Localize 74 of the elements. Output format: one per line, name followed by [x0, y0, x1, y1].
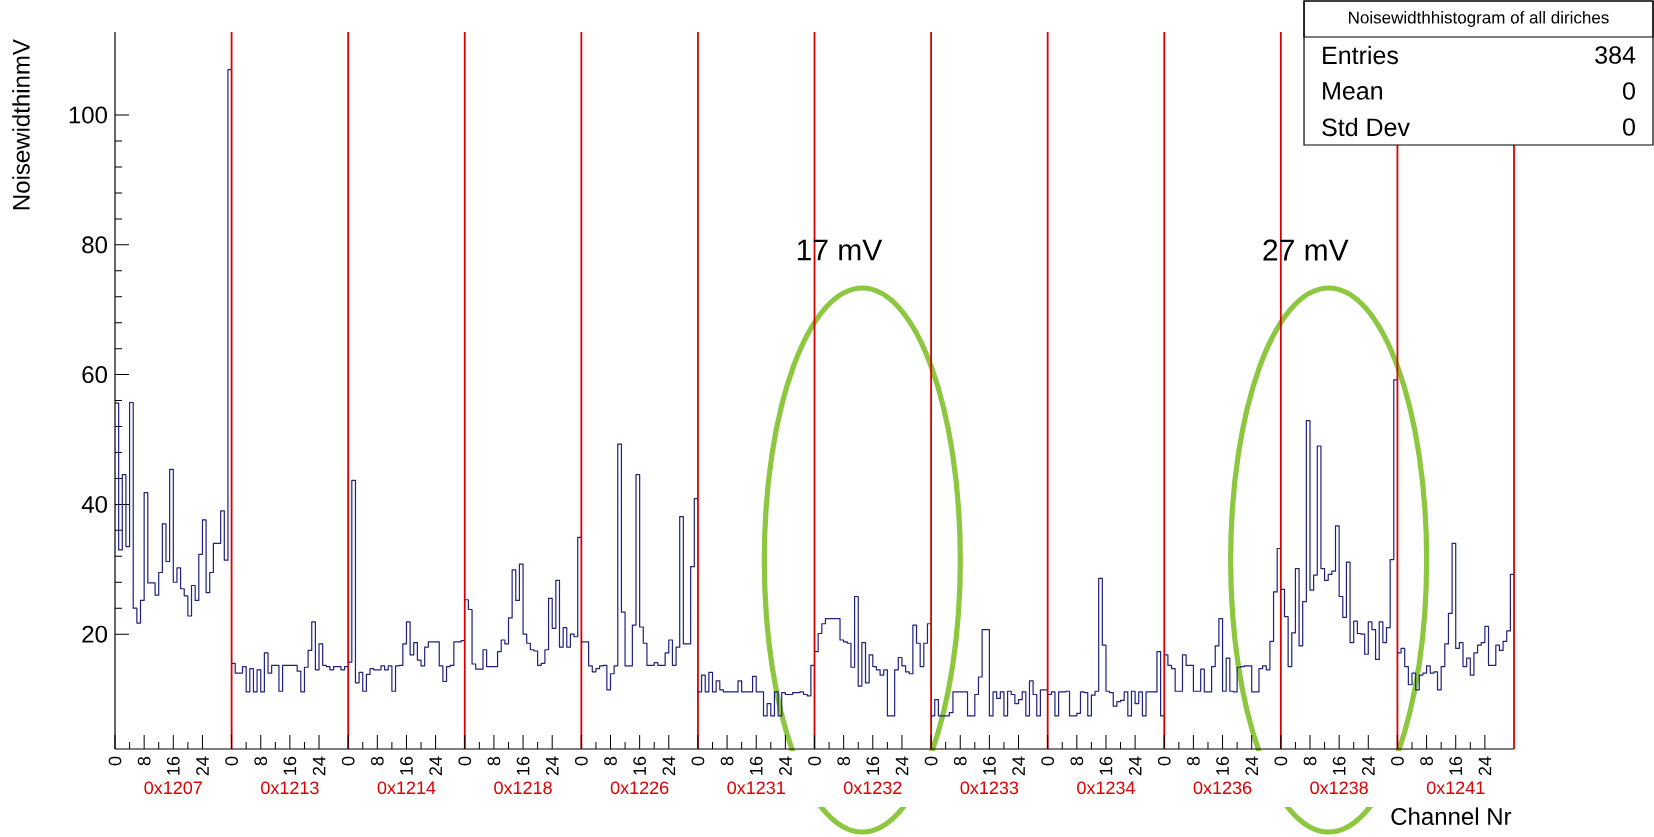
y-tick-label: 60 — [82, 366, 108, 384]
text: Channel Nr — [1391, 807, 1512, 826]
x-tick-label: 24 — [1478, 756, 1492, 776]
x-axis-title: 0x1207 — [144, 781, 202, 795]
y-tick-label: 100 — [69, 106, 108, 124]
x-tick-label: 24 — [779, 756, 792, 776]
x-tick-label: 0 — [924, 756, 938, 766]
x-tick-label: 8 — [370, 756, 384, 766]
x-tick-label: 24 — [1362, 756, 1375, 776]
x-tick-label: 24 — [895, 756, 909, 776]
x-tick-label: 24 — [196, 756, 209, 776]
x-axis-title: 0x1226 — [610, 781, 669, 795]
text: 0 — [1623, 118, 1635, 136]
x-tick-label: 0 — [108, 756, 122, 766]
x-axis-title: 0x1238 — [1310, 781, 1368, 795]
x-tick-label: 8 — [720, 756, 734, 766]
x-axis-title: 0x1232 — [843, 781, 902, 795]
x-tick-label: 0 — [574, 756, 588, 766]
x-tick-label: 16 — [283, 756, 297, 775]
x-tick-label: 0 — [341, 756, 355, 766]
x-tick-label: 16 — [516, 756, 530, 775]
x-tick-label: 16 — [400, 756, 413, 775]
text: 384 — [1595, 46, 1636, 64]
y-tick-label: 20 — [82, 625, 108, 643]
x-tick-label: 8 — [1303, 756, 1317, 766]
x-axis-title: 0x1233 — [960, 781, 1019, 795]
x-tick-label: 24 — [429, 756, 442, 776]
y-tick-label: 40 — [81, 495, 108, 513]
x-tick-label: 0 — [1157, 756, 1171, 766]
x-axis-title: 0x1231 — [727, 781, 785, 795]
x-tick-label: 16 — [866, 756, 880, 775]
x-tick-label: 8 — [137, 756, 151, 766]
x-axis-title: 0x1234 — [1077, 781, 1135, 795]
text: 0 — [1623, 82, 1635, 100]
x-tick-label: 24 — [545, 756, 559, 776]
x-tick-label: 16 — [1216, 756, 1229, 775]
x-tick-label: 0 — [808, 756, 821, 766]
x-tick-label: 24 — [662, 756, 676, 776]
x-tick-label: 0 — [1274, 756, 1288, 766]
annotation: Mean — [1323, 82, 1382, 100]
x-tick-label: 24 — [1012, 756, 1025, 776]
x-tick-label: 8 — [837, 756, 851, 766]
x-tick-label: 0 — [691, 756, 705, 766]
y-axis-title: NoisewidthinmV — [12, 39, 30, 210]
y-tick-label: 80 — [82, 236, 108, 254]
x-axis-title: 0x1213 — [261, 781, 319, 795]
x-tick-label: 16 — [749, 756, 763, 775]
x-tick-label: 16 — [983, 756, 996, 775]
x-tick-label: 0 — [1391, 756, 1404, 766]
x-axis-title: 0x1236 — [1193, 781, 1252, 795]
annotation: Std Dev — [1322, 117, 1410, 137]
x-axis-title: 0x1218 — [494, 781, 552, 795]
x-axis-title: 0x1214 — [377, 781, 436, 795]
x-tick-label: 8 — [1420, 756, 1433, 766]
x-tick-label: 8 — [254, 756, 268, 766]
x-tick-label: 8 — [953, 756, 967, 766]
x-tick-label: 16 — [1449, 756, 1463, 775]
x-tick-label: 8 — [1070, 756, 1084, 766]
x-tick-label: 0 — [225, 756, 238, 766]
x-tick-label: 24 — [312, 756, 326, 776]
chart-title: Noisewidthhistogram of all diriches — [1349, 11, 1609, 27]
x-tick-label: 16 — [633, 756, 647, 775]
x-tick-label: 16 — [166, 756, 180, 775]
x-tick-label: 8 — [1187, 756, 1200, 766]
x-tick-label: 0 — [458, 756, 472, 766]
x-tick-label: 16 — [1099, 756, 1113, 775]
x-tick-label: 16 — [1332, 756, 1346, 775]
x-tick-label: 8 — [487, 756, 501, 766]
x-tick-label: 8 — [604, 756, 617, 766]
annotation: Entries — [1323, 45, 1398, 65]
x-tick-label: 24 — [1245, 756, 1258, 776]
x-tick-label: 24 — [1128, 756, 1142, 776]
x-tick-label: 0 — [1041, 756, 1055, 766]
x-axis-title: 0x1241 — [1426, 781, 1485, 795]
